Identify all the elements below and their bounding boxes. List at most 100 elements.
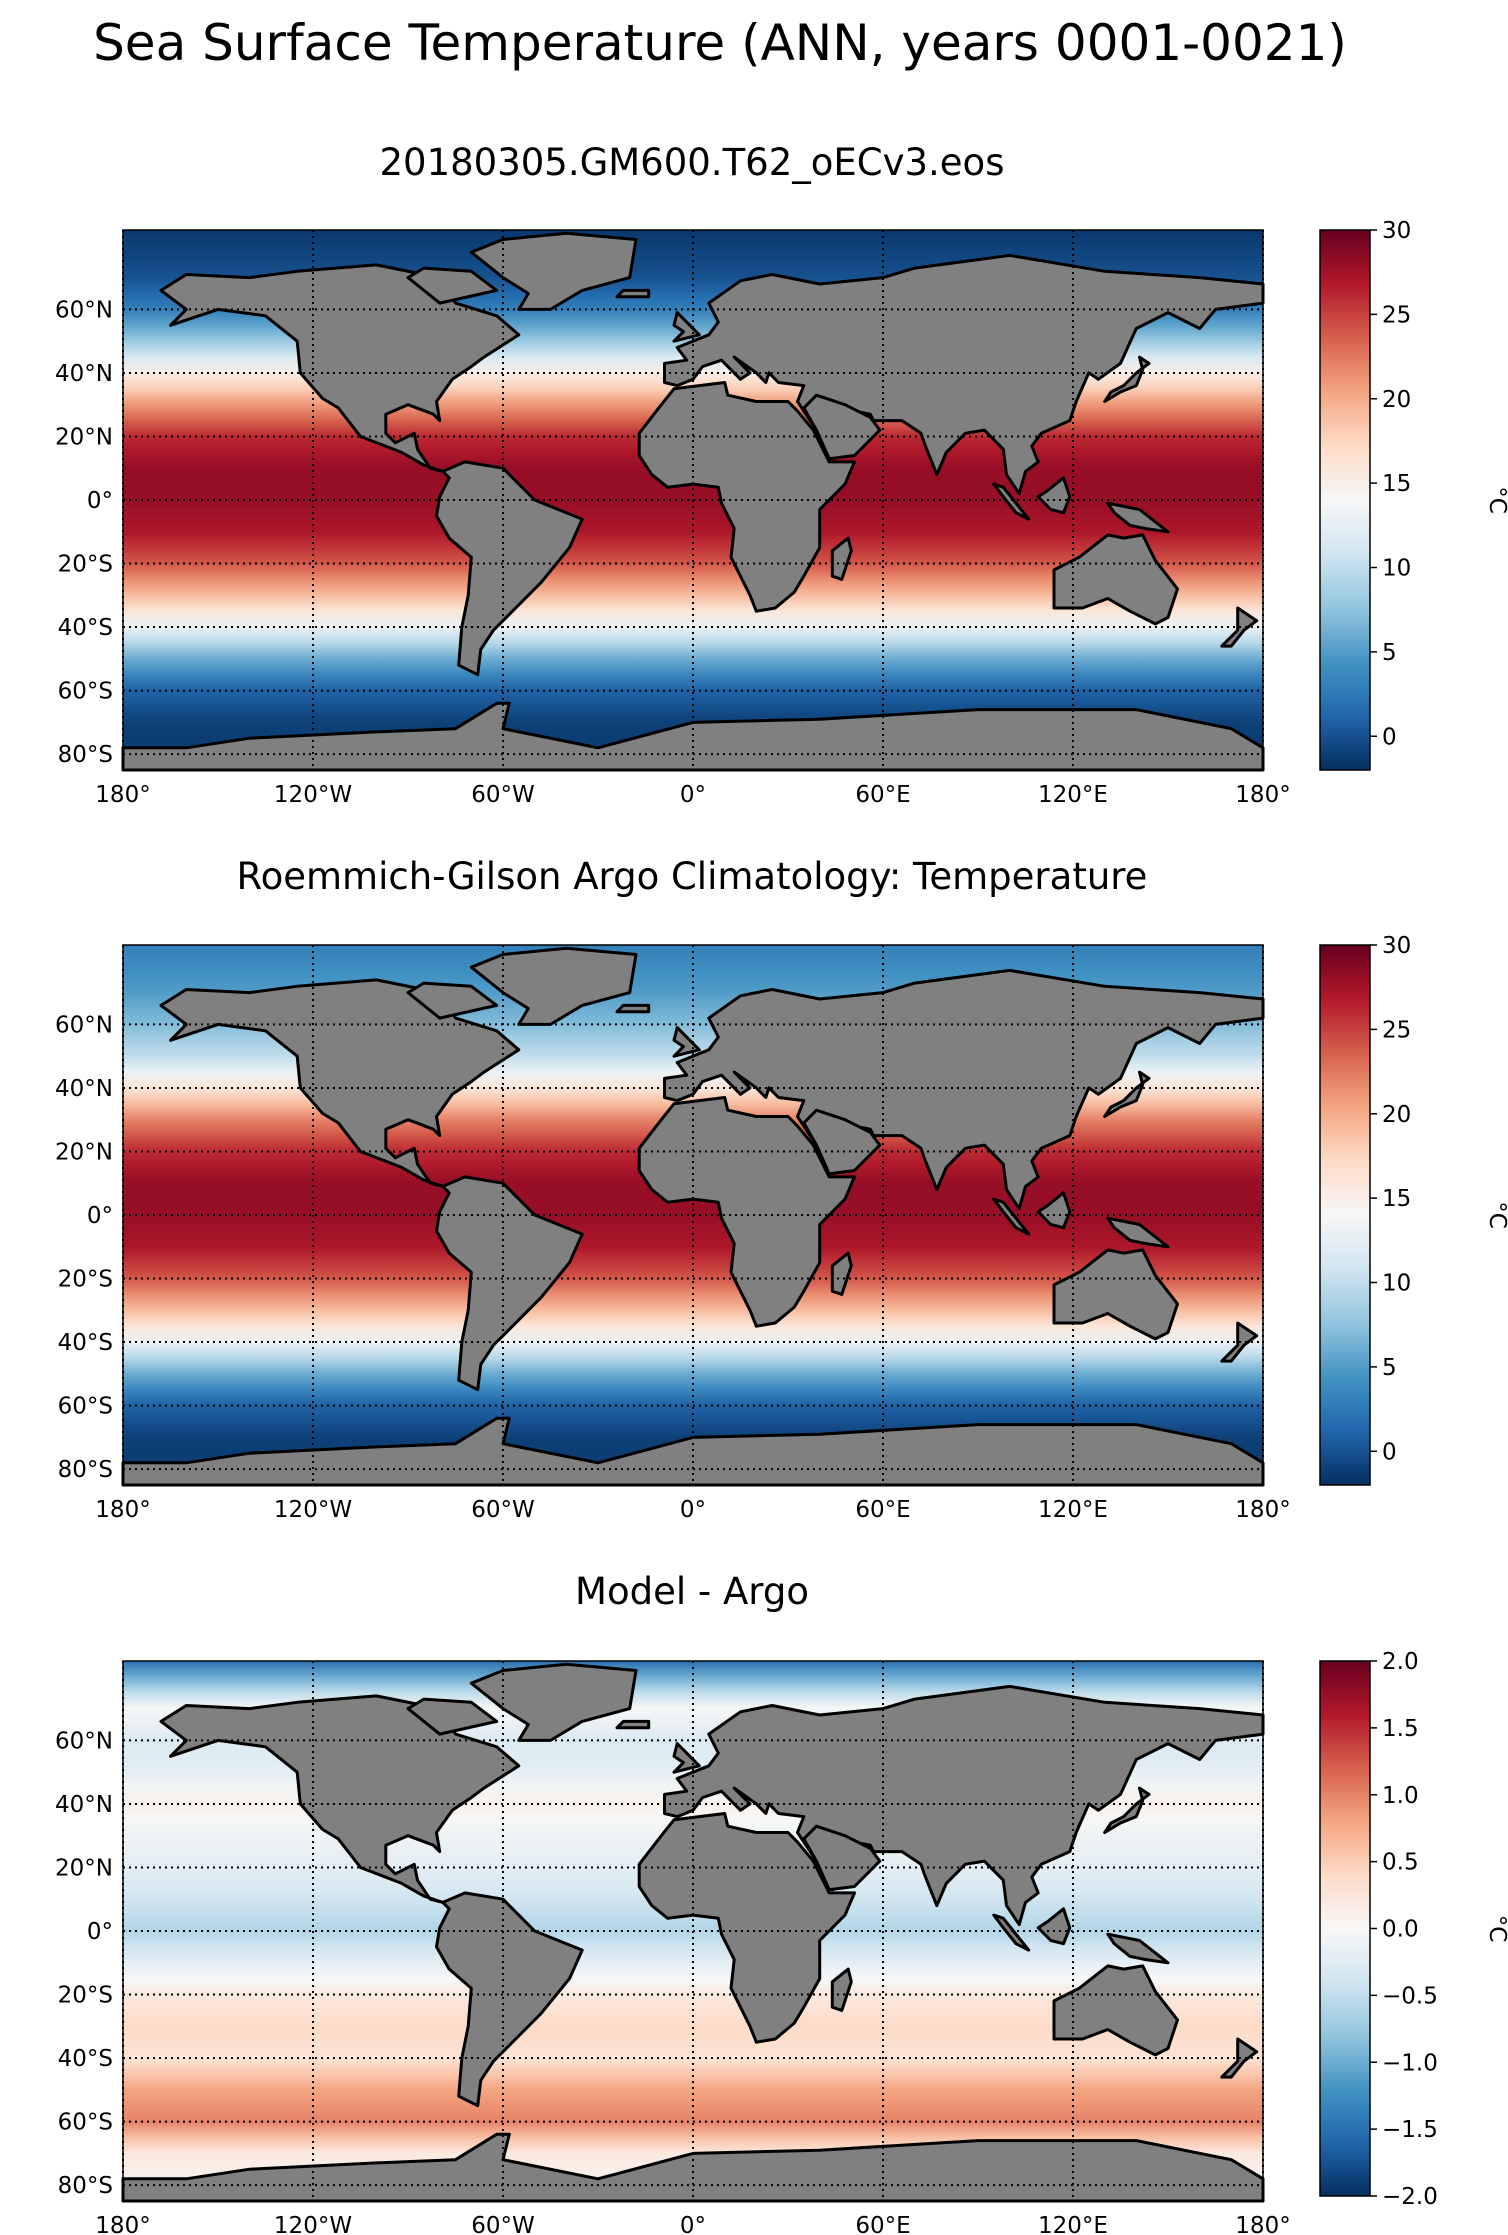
colorbar-tick-label: 30	[1382, 933, 1411, 959]
colorbar-tick-label: 10	[1382, 556, 1411, 582]
land-australia	[1052, 1964, 1179, 2057]
x-tick-label: 180°	[95, 782, 150, 808]
x-tick-label: 60°W	[471, 782, 535, 808]
y-tick-label: 80°S	[58, 1457, 113, 1483]
x-tick-label: 60°E	[855, 782, 910, 808]
colorbar-tick-label: 10	[1382, 1271, 1411, 1297]
y-tick-label: 40°N	[55, 1076, 113, 1102]
land-greenland	[469, 946, 638, 1026]
y-tick-label: 0°	[87, 1203, 113, 1229]
land-madagascar	[830, 1251, 853, 1296]
colorbar	[1319, 944, 1371, 1486]
land-baffin	[406, 266, 499, 305]
colorbar-tick-label: 25	[1382, 1017, 1411, 1043]
colorbar-label: °C	[1484, 1201, 1508, 1229]
y-tick-label: 20°N	[55, 1139, 113, 1165]
land-south-america	[435, 460, 584, 677]
y-tick-label: 0°	[87, 488, 113, 514]
y-tick-label: 20°S	[58, 1267, 113, 1293]
y-tick-label: 80°S	[58, 742, 113, 768]
colorbar-tick-label: 0	[1382, 724, 1397, 750]
y-tick-label: 20°S	[58, 552, 113, 578]
x-tick-label: 0°	[680, 1497, 706, 1523]
y-tick-label: 40°S	[58, 2046, 113, 2072]
land-south-america	[435, 1175, 584, 1392]
colorbar-tick-label: −1.0	[1382, 2050, 1438, 2076]
y-tick-label: 60°S	[58, 2110, 113, 2136]
colorbar-tick-label: 0	[1382, 1439, 1397, 1465]
land-uk	[672, 311, 701, 343]
x-tick-label: 180°	[95, 1497, 150, 1523]
colorbar-tick-label: −0.5	[1382, 1983, 1438, 2009]
land-south-america	[435, 1891, 584, 2108]
colorbar-tick-label: 1.0	[1382, 1783, 1419, 1809]
panel-1-title: 20180305.GM600.T62_oECv3.eos	[379, 141, 1005, 184]
y-tick-label: 0°	[87, 1919, 113, 1945]
land-new-guinea	[1106, 1216, 1170, 1249]
colorbar-tick-label: 15	[1382, 1186, 1411, 1212]
y-tick-label: 60°N	[55, 297, 113, 323]
colorbar-tick-label: −2.0	[1382, 2184, 1438, 2210]
x-tick-label: 120°E	[1038, 782, 1108, 808]
land-new-guinea	[1106, 1932, 1170, 1965]
colorbar-tick-label: 20	[1382, 387, 1411, 413]
x-tick-label: 120°E	[1038, 1497, 1108, 1523]
panel-2-sst-argo: 180° 120°W 60°W 0° 60°E 120°E 180° 60°N 40°N 20°N…	[0, 0, 1508, 1523]
colorbar-tick-label: 1.5	[1382, 1716, 1419, 1742]
land-iceland	[615, 288, 651, 299]
land-australia	[1052, 533, 1179, 626]
panel-2-plot: 180° 120°W 60°W 0° 60°E 120°E 180° 60°N 40°N 20°N…	[55, 933, 1508, 1523]
figure-title: Sea Surface Temperature (ANN, years 0001…	[93, 14, 1347, 72]
land-sumatra	[992, 482, 1031, 521]
land-madagascar	[830, 1967, 853, 2012]
colorbar-tick-label: 5	[1382, 640, 1397, 666]
y-tick-label: 60°N	[55, 1728, 113, 1754]
land-japan	[1103, 355, 1151, 403]
x-tick-label: 180°	[1235, 1497, 1290, 1523]
colorbar-tick-label: 5	[1382, 1355, 1397, 1381]
colorbar-tick-label: −1.5	[1382, 2117, 1438, 2143]
colorbar-tick-label: 0.0	[1382, 1917, 1419, 1943]
x-tick-label: 120°W	[274, 2213, 352, 2235]
land-baffin	[406, 981, 499, 1020]
x-tick-label: 120°W	[274, 782, 352, 808]
land-borneo	[1036, 1191, 1072, 1230]
y-tick-label: 60°S	[58, 1394, 113, 1420]
colorbar-label: °C	[1484, 486, 1508, 514]
land-arabia	[802, 1108, 882, 1176]
panel-1-plot: 180° 120°W 60°W 0° 60°E 120°E 180° 60°N 40°N 20°N…	[55, 218, 1508, 808]
colorbar-tick-label: 2.0	[1382, 1649, 1419, 1675]
x-tick-label: 60°W	[471, 1497, 535, 1523]
land-iceland	[615, 1719, 651, 1730]
colorbar	[1319, 229, 1371, 771]
y-tick-label: 20°S	[58, 1983, 113, 2009]
y-tick-label: 60°N	[55, 1012, 113, 1038]
x-tick-label: 120°E	[1038, 2213, 1108, 2235]
land-africa	[637, 1812, 856, 2044]
land-japan	[1103, 1786, 1151, 1834]
land-japan	[1103, 1070, 1151, 1118]
x-tick-label: 60°E	[855, 1497, 910, 1523]
land-eurasia	[663, 968, 1265, 1211]
land-new-guinea	[1106, 501, 1170, 534]
colorbar-tick-label: 25	[1382, 302, 1411, 328]
y-tick-label: 60°S	[58, 679, 113, 705]
y-tick-label: 20°N	[55, 424, 113, 450]
land-eurasia	[663, 1684, 1265, 1927]
colorbar-tick-label: 20	[1382, 1102, 1411, 1128]
x-tick-label: 180°	[1235, 2213, 1290, 2235]
colorbar-tick-label: 30	[1382, 218, 1411, 244]
land-sumatra	[992, 1913, 1031, 1952]
colorbar-label: °C	[1484, 1915, 1508, 1943]
panel-3-title: Model - Argo	[575, 1570, 809, 1613]
land-africa	[637, 1096, 856, 1328]
land-borneo	[1036, 476, 1072, 515]
land-arabia	[802, 1824, 882, 1892]
land-greenland	[469, 231, 638, 311]
land-africa	[637, 381, 856, 613]
land-eurasia	[663, 253, 1265, 496]
land-uk	[672, 1026, 701, 1058]
panel-2-title: Roemmich-Gilson Argo Climatology: Temper…	[236, 855, 1148, 898]
colorbar	[1319, 1660, 1371, 2197]
